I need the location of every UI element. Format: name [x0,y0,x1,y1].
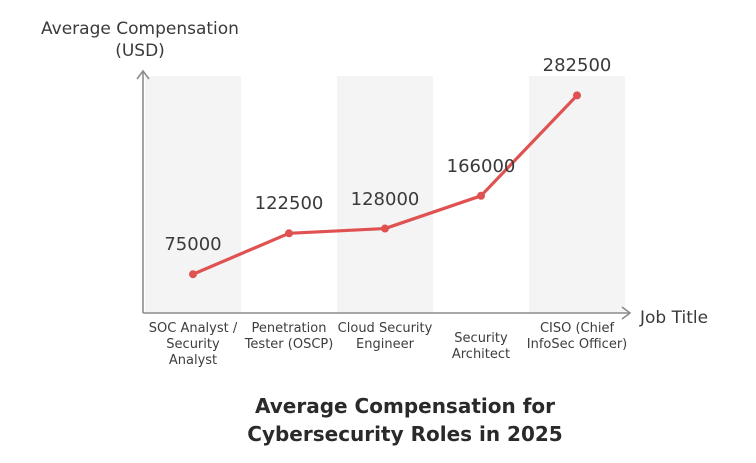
category-band-2 [337,76,433,313]
y-axis-arrow [136,69,150,80]
x-axis-title: Job Title [640,308,709,328]
x-tick-label-4: CISO (Chief InfoSec Officer) [526,321,628,352]
data-label-3: 166000 [446,155,516,177]
data-point-1 [285,229,293,238]
data-label-0: 75000 [164,234,222,256]
x-tick-label-1: Penetration Tester (OSCP) [244,321,334,352]
data-point-3 [477,191,485,200]
chart-title-line-1: Average Compensation for [254,394,555,418]
data-label-1: 122500 [254,193,324,215]
x-tick-label-2: Cloud Security Engineer [337,321,433,352]
data-label-2: 128000 [350,188,420,210]
data-point-0 [189,270,197,279]
y-axis-title-line-1: Average Compensation [41,19,239,39]
data-point-4 [573,91,581,100]
data-point-2 [381,224,389,233]
x-tick-label-3: Security Architect [451,331,511,362]
chart-title-line-2: Cybersecurity Roles in 2025 [247,422,563,446]
category-band-4 [529,76,625,313]
data-label-4: 282500 [542,55,612,77]
x-tick-label-0: SOC Analyst / Security Analyst [148,321,238,368]
chart-title: Average Compensation for Cybersecurity R… [140,392,670,448]
y-axis-title-line-2: (USD) [115,41,165,61]
y-axis-title: Average Compensation (USD) [18,18,262,62]
x-axis-arrow [621,306,632,320]
